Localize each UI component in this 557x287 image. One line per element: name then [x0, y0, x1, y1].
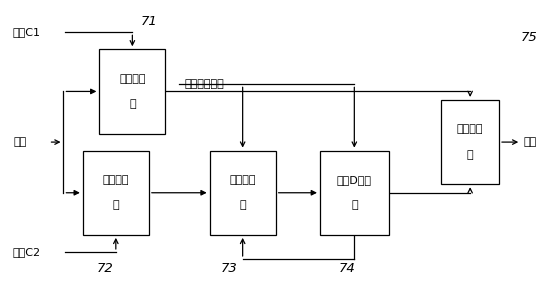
Text: 二号加法: 二号加法 [229, 175, 256, 185]
Bar [441, 100, 499, 184]
Text: 参数C2: 参数C2 [13, 247, 41, 257]
Text: 三号加法: 三号加法 [457, 125, 483, 134]
Text: 器: 器 [351, 200, 358, 210]
Text: 输入: 输入 [14, 137, 27, 147]
Text: 73: 73 [221, 262, 237, 275]
Text: 一号乘法: 一号乘法 [119, 74, 145, 84]
Text: 输出: 输出 [524, 137, 537, 147]
Bar [320, 151, 389, 235]
Text: 71: 71 [140, 15, 157, 28]
Text: 74: 74 [339, 262, 356, 275]
Text: 二号乘法: 二号乘法 [102, 175, 129, 185]
Text: 75: 75 [521, 32, 538, 44]
Text: 参数C1: 参数C1 [13, 27, 41, 37]
Text: 数据有效时钟: 数据有效时钟 [185, 79, 224, 89]
Text: 器: 器 [113, 200, 119, 210]
Bar [99, 49, 165, 134]
Text: 器: 器 [240, 200, 246, 210]
Text: 二号D触发: 二号D触发 [337, 175, 372, 185]
Bar [83, 151, 149, 235]
Text: 72: 72 [96, 262, 113, 275]
Text: 器: 器 [467, 150, 473, 160]
Bar [209, 151, 276, 235]
Text: 器: 器 [129, 99, 136, 109]
